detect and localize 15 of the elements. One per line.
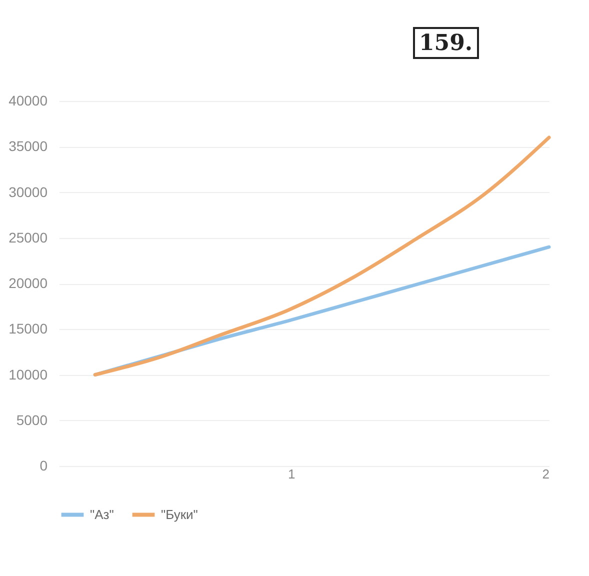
legend-label: "Буки" xyxy=(161,506,198,522)
y-tick-label: 15000 xyxy=(8,320,48,337)
text: 159. xyxy=(413,27,479,59)
y-tick-label: 30000 xyxy=(8,184,48,200)
y-tick-label: 25000 xyxy=(8,229,48,246)
y-tick-label: 35000 xyxy=(8,138,48,154)
y-tick-label: 10000 xyxy=(8,366,48,382)
y-tick-label: 0 xyxy=(40,458,48,474)
x-tick-label: 2 xyxy=(542,466,550,482)
y-tick-label: 40000 xyxy=(8,92,48,108)
legend-label: "Аз" xyxy=(90,506,114,522)
y-tick-label: 5000 xyxy=(16,412,48,428)
y-tick-label: 20000 xyxy=(8,275,48,291)
line-series xyxy=(93,136,551,376)
x-tick-label: 1 xyxy=(288,466,296,482)
